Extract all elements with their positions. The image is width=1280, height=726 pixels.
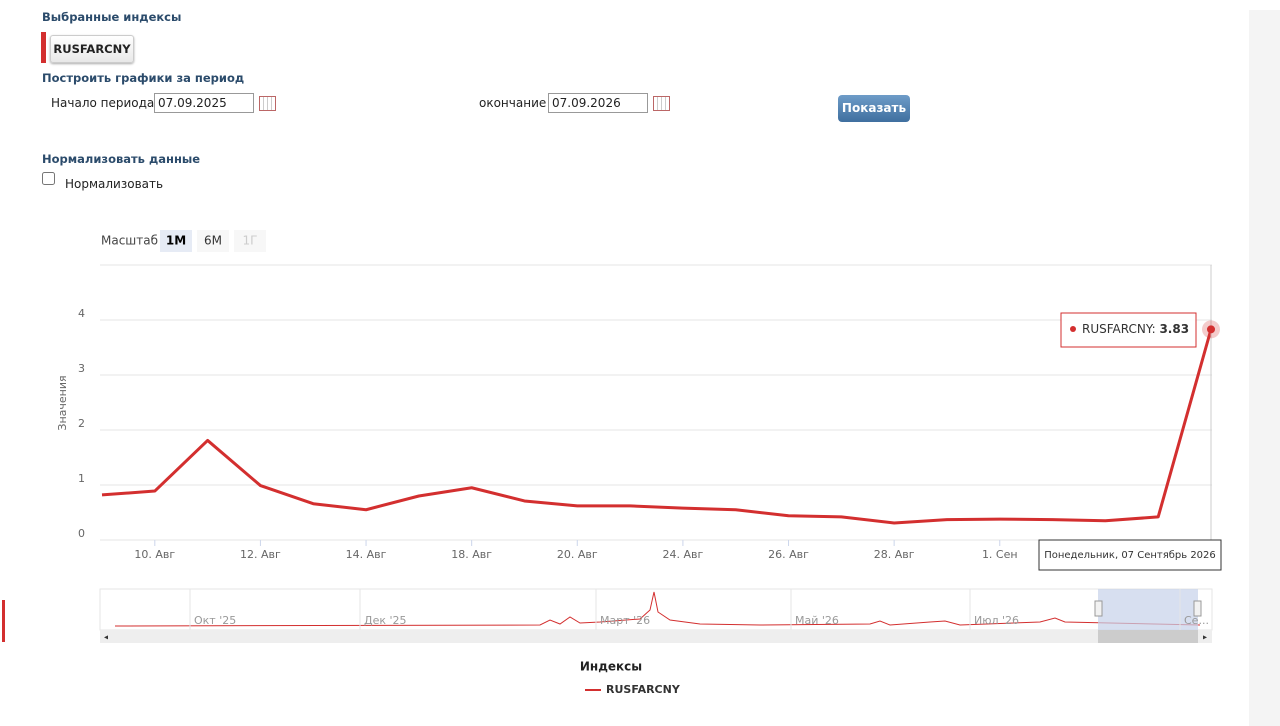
navigator-line [114, 591, 1201, 627]
side-marker [2, 600, 5, 642]
end-input[interactable]: 07.09.2026 [548, 93, 648, 113]
zoom-active-bg [160, 230, 192, 252]
section-title: Построить графики за период [42, 71, 245, 85]
show-button[interactable]: Показать [838, 95, 910, 122]
index-chip[interactable]: RUSFARCNY [50, 35, 134, 63]
end-label: окончание [479, 96, 547, 110]
y-tick-label: 2 [78, 417, 85, 430]
index-marker [41, 32, 46, 63]
x-tick-label: 1. Сен [982, 548, 1018, 561]
series-line [101, 328, 1213, 525]
navigator-label: Окт '25 [194, 614, 236, 627]
calendar-icon[interactable] [259, 96, 276, 111]
legend-label: RUSFARCNY [606, 683, 681, 696]
x-tick-label: 20. Авг [557, 548, 598, 561]
scrollbar-track[interactable] [100, 630, 1212, 643]
scroll-left[interactable]: ◂ [104, 633, 108, 642]
navigator-label: Май '26 [795, 614, 839, 627]
tooltip-value: 3.83 [1159, 322, 1189, 336]
tooltip-series: RUSFARCNY [1082, 322, 1154, 336]
x-tick-label: 24. Авг [663, 548, 704, 561]
tooltip-dot [1070, 326, 1076, 332]
start-label: Начало периода [51, 96, 155, 110]
navigator-selection[interactable] [1098, 589, 1198, 630]
navigator [99, 588, 1213, 631]
tooltip-box [1060, 312, 1197, 348]
navigator-handle[interactable] [1094, 600, 1103, 617]
normalize-checkbox[interactable] [42, 172, 55, 185]
start-input[interactable]: 07.09.2025 [154, 93, 254, 113]
x-tick-label: 26. Авг [768, 548, 809, 561]
navigator-handle[interactable] [1193, 600, 1202, 617]
zoom-button[interactable]: 1М [166, 234, 186, 248]
navigator-label: Март '26 [600, 614, 650, 627]
navigator-label: Дек '25 [364, 614, 407, 627]
x-tick-label: 14. Авг [346, 548, 387, 561]
zoom-button[interactable]: 6М [204, 234, 222, 248]
section-title: Выбранные индексы [42, 10, 182, 24]
x-tick-label: 12. Авг [240, 548, 281, 561]
scroll-right[interactable]: ▸ [1203, 633, 1207, 642]
y-axis-title: Значения [56, 375, 69, 430]
zoom-bg [234, 230, 266, 252]
y-tick-label: 1 [78, 472, 85, 485]
y-tick-label: 4 [78, 307, 85, 320]
tooltip-text: RUSFARCNY: 3.83 [1082, 322, 1189, 336]
zoom-button: 1Г [243, 234, 258, 248]
navigator-label: Июл '26 [974, 614, 1019, 627]
date-box [1038, 539, 1222, 571]
section-title: Нормализовать данные [42, 152, 201, 166]
calendar-icon[interactable] [653, 96, 670, 111]
side-panel [1249, 10, 1280, 726]
date-label: Понедельник, 07 Сентябрь 2026 [1044, 550, 1216, 561]
navigator-label: Се... [1184, 614, 1209, 627]
scrollbar-thumb[interactable] [1098, 630, 1198, 643]
y-tick-label: 3 [78, 362, 85, 375]
point [1207, 325, 1215, 334]
x-tick-label: 10. Авг [134, 548, 175, 561]
y-tick-label: 0 [78, 527, 85, 540]
zoom-label: Масштаб [101, 234, 158, 248]
zoom-bg [197, 230, 229, 252]
tooltip-sep: : [1152, 322, 1160, 336]
legend-title: Индексы [580, 660, 642, 674]
normalize-label: Нормализовать [65, 177, 164, 191]
x-tick-label: 28. Авг [874, 548, 915, 561]
x-tick-label: 18. Авг [451, 548, 492, 561]
